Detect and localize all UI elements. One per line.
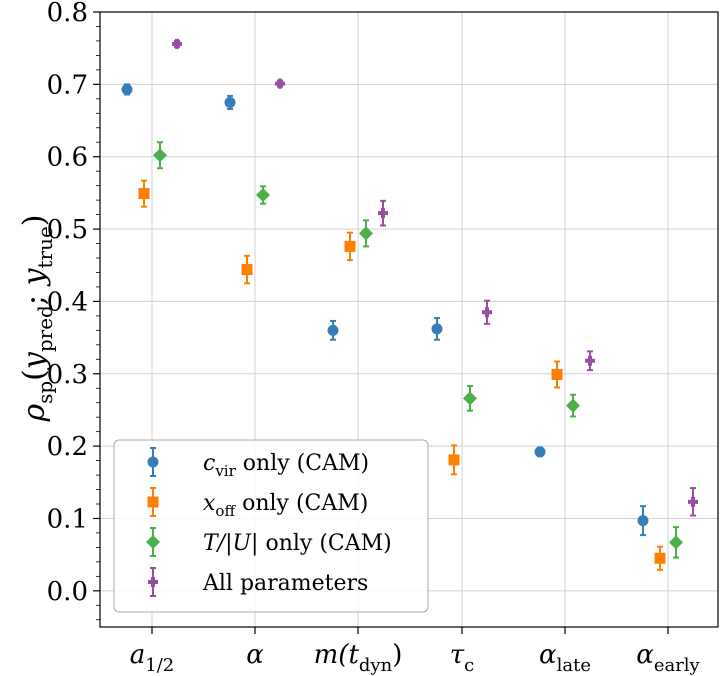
data-point <box>566 398 580 413</box>
y-tick-label: 0.0 <box>47 577 88 607</box>
x-tick-label: m(tdyn) <box>314 640 403 676</box>
data-point <box>654 552 666 564</box>
x-tick-label: τc <box>450 640 474 676</box>
data-point <box>448 454 460 466</box>
data-point <box>378 208 388 219</box>
data-point <box>153 148 167 163</box>
data-point <box>121 83 133 95</box>
legend-marker <box>147 496 159 508</box>
x-tick-label: a1/2 <box>130 640 174 676</box>
data-point <box>688 496 698 507</box>
y-tick-label: 0.7 <box>47 70 88 100</box>
y-tick-label: 0.8 <box>47 0 88 28</box>
x-tick-label: α <box>246 640 264 670</box>
legend-label: xoff only (CAM) <box>203 491 368 520</box>
data-point <box>482 307 492 318</box>
data-point <box>256 188 270 203</box>
data-points <box>121 38 698 571</box>
y-tick-label: 0.1 <box>47 504 88 534</box>
data-point <box>669 535 683 550</box>
data-point <box>463 391 477 406</box>
y-tick-label: 0.2 <box>47 432 88 462</box>
data-point <box>637 515 649 527</box>
x-tick-label: αlate <box>539 640 591 676</box>
data-point <box>551 368 563 380</box>
axes-frame <box>99 11 719 628</box>
legend-label: cvir only (CAM) <box>203 451 369 480</box>
data-point <box>224 96 236 108</box>
data-point <box>344 240 356 252</box>
legend-box <box>113 439 429 613</box>
grid-lines <box>100 11 718 627</box>
data-point <box>534 446 546 458</box>
legend-marker <box>148 577 158 587</box>
y-axis-label: ρsp(ypred; ytrue) <box>17 214 57 422</box>
data-point <box>138 188 150 200</box>
legend-label: T/|U| only (CAM) <box>203 531 392 556</box>
y-tick-label: 0.5 <box>47 215 88 245</box>
legend: cvir only (CAM) xoff only (CAM) T/|U| only… <box>113 439 429 613</box>
y-axis-ticks: 0.0 0.1 0.2 0.3 0.4 0.5 0.6 0.7 0.8 <box>47 0 100 621</box>
data-point <box>585 355 595 366</box>
data-point <box>327 324 339 336</box>
y-tick-label: 0.4 <box>47 287 88 317</box>
legend-marker <box>147 456 159 468</box>
data-point <box>275 78 285 89</box>
y-tick-label: 0.3 <box>47 360 88 390</box>
data-point <box>431 323 443 335</box>
y-tick-label: 0.6 <box>47 143 88 173</box>
legend-marker <box>146 535 160 549</box>
data-point <box>359 226 373 241</box>
data-point <box>172 38 182 49</box>
x-axis-ticks: a1/2 α m(tdyn) τc αlate αearly <box>130 627 701 676</box>
x-tick-label: αearly <box>636 640 700 676</box>
data-point <box>241 264 253 276</box>
legend-label: All parameters <box>202 571 368 596</box>
